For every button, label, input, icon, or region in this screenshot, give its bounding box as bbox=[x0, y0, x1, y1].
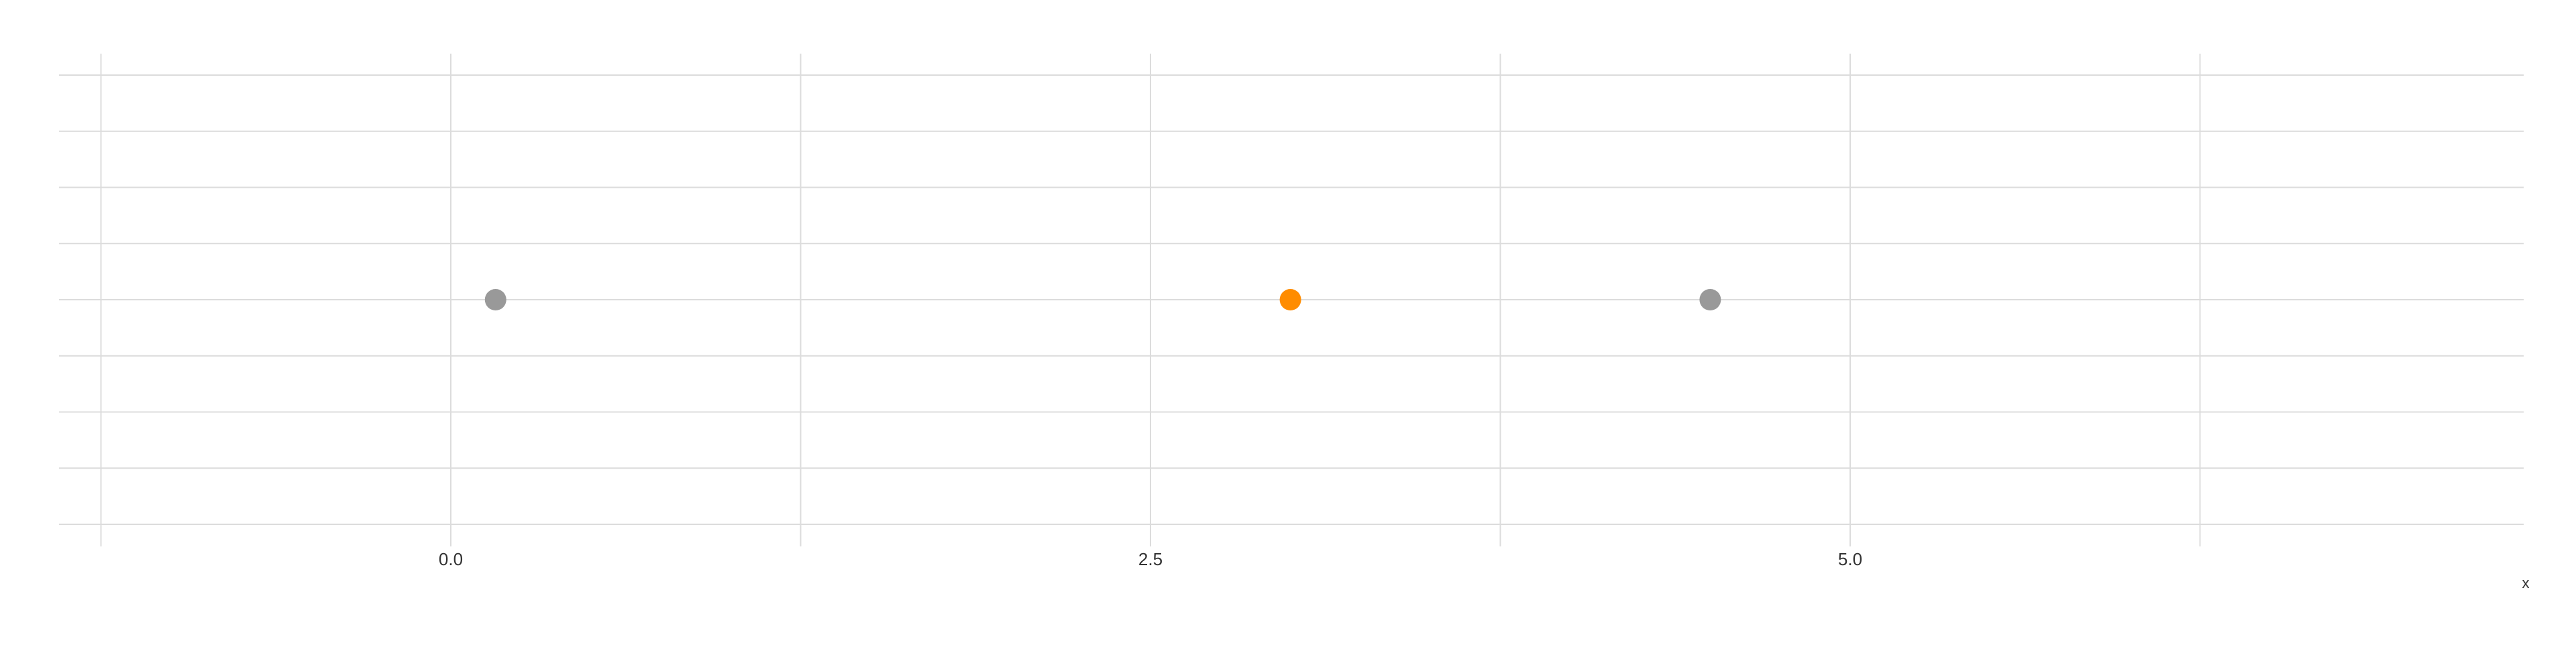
data-points bbox=[484, 289, 1721, 310]
x-tick-label: 5.0 bbox=[1838, 549, 1862, 569]
data-point bbox=[1699, 289, 1721, 310]
x-axis-label: x bbox=[2522, 575, 2530, 591]
x-tick-label: 0.0 bbox=[439, 549, 463, 569]
highlighted-data-point bbox=[1279, 289, 1301, 310]
x-tick-label: 2.5 bbox=[1138, 549, 1163, 569]
x-axis-tick-labels: 0.0 2.5 5.0 bbox=[439, 549, 1862, 569]
data-point bbox=[484, 289, 506, 310]
